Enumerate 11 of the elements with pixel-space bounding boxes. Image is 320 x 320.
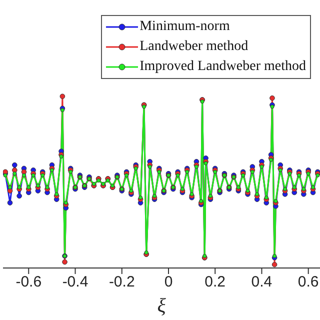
legend-label: Improved Landweber method: [140, 58, 306, 76]
x-tick-label: -0.2: [108, 274, 135, 291]
x-tick-label: -0.6: [16, 274, 42, 291]
legend-label: Minimum-norm: [140, 18, 230, 36]
x-tick-label: 0.2: [204, 274, 226, 291]
legend-label: Landweber method: [140, 38, 248, 56]
x-tick-label: 0.6: [298, 274, 319, 291]
x-axis-title: ξ: [157, 295, 166, 317]
x-tick-label: 0.4: [251, 274, 272, 291]
x-tick-label: 0: [164, 274, 173, 291]
x-tick-label: -0.4: [62, 274, 88, 291]
